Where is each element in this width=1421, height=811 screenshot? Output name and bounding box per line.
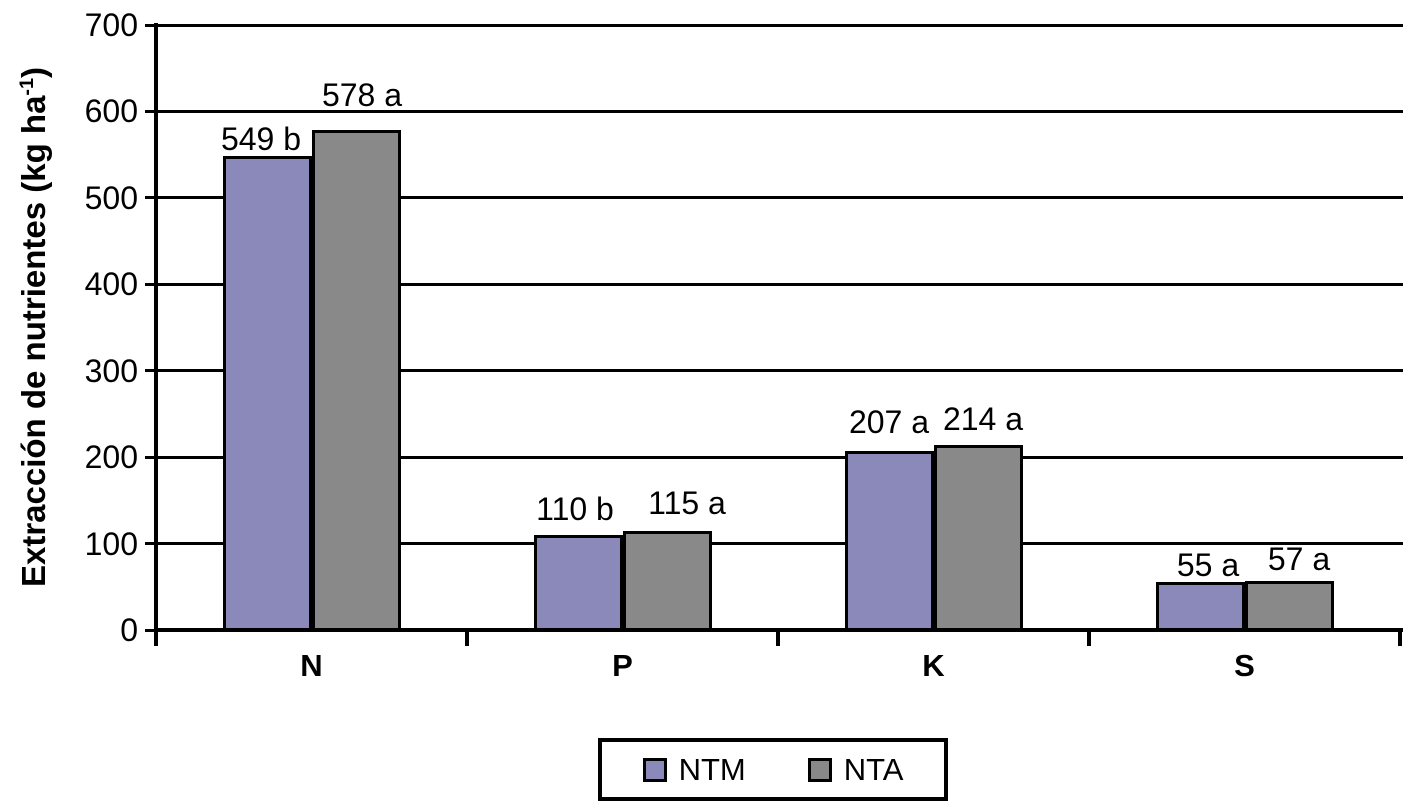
legend-item-nta: NTA — [807, 752, 904, 787]
y-tick-label: 0 — [120, 612, 138, 648]
x-tick-1 — [465, 630, 469, 646]
bar-ntm-p — [533, 534, 623, 631]
point-label-nta-p: 115 a — [648, 484, 726, 521]
legend-swatch-nta — [807, 757, 832, 782]
bar-nta-n — [311, 130, 401, 631]
x-category-label-k: K — [922, 648, 945, 683]
bar-nta-s — [1244, 580, 1334, 631]
bar-ntm-s — [1155, 582, 1245, 631]
gridline-100 — [145, 542, 1403, 546]
y-tick-label: 700 — [84, 7, 138, 43]
x-category-label-n: N — [300, 648, 323, 683]
point-label-ntm-k: 207 a — [848, 404, 930, 441]
point-label-nta-n: 578 a — [321, 77, 403, 114]
point-label-ntm-p: 110 b — [536, 490, 614, 527]
gridline-500 — [145, 196, 1403, 200]
legend-label-nta: NTA — [843, 752, 904, 787]
y-tick-label: 100 — [84, 525, 138, 562]
legend: NTM NTA — [598, 738, 948, 801]
bar-nta-p — [622, 530, 712, 631]
gridline-400 — [145, 282, 1403, 286]
bar-nta-k — [933, 445, 1023, 631]
x-category-label-p: P — [612, 648, 633, 683]
x-tick-4 — [1398, 630, 1402, 646]
y-tick-label: 400 — [84, 266, 138, 303]
x-tick-3 — [1087, 630, 1091, 646]
legend-swatch-ntm — [642, 757, 667, 782]
x-category-label-s: S — [1234, 648, 1255, 683]
gridline-700 — [145, 23, 1403, 27]
point-label-nta-k: 214 a — [942, 401, 1024, 438]
point-label-ntm-s: 55 a — [1176, 547, 1240, 584]
gridline-300 — [145, 369, 1403, 373]
y-axis-title: Extracción de nutrientes (kg ha-1) — [15, 67, 53, 587]
y-tick-label: 600 — [84, 93, 138, 130]
y-tick-label: 500 — [84, 179, 138, 216]
y-axis-title-superscript: -1 — [16, 77, 38, 96]
point-label-nta-s: 57 a — [1267, 540, 1331, 577]
y-axis-title-close: ) — [15, 66, 52, 78]
y-axis-title-text: Extracción de nutrientes (kg ha — [15, 95, 52, 588]
legend-item-ntm: NTM — [642, 752, 746, 787]
gridline-200 — [145, 455, 1403, 459]
legend-label-ntm: NTM — [678, 752, 746, 787]
point-label-ntm-n: 549 b — [220, 120, 302, 157]
y-tick-label: 200 — [84, 439, 138, 476]
y-tick-0 — [145, 628, 156, 632]
y-axis-line — [154, 23, 158, 634]
bar-ntm-k — [844, 451, 934, 631]
bar-ntm-n — [222, 155, 312, 631]
x-tick-2 — [776, 630, 780, 646]
y-tick-label: 300 — [84, 352, 138, 389]
gridline-600 — [145, 109, 1403, 113]
x-tick-0 — [154, 630, 158, 646]
